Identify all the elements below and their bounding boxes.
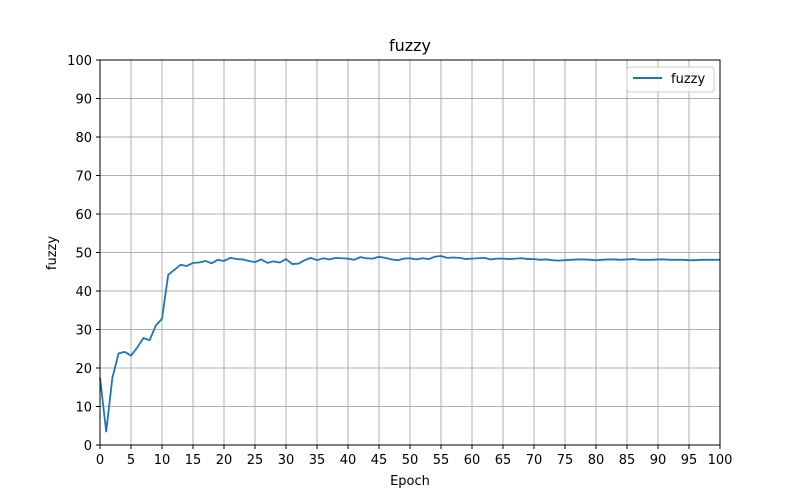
x-tick-label: 85	[619, 453, 636, 468]
x-axis-label: Epoch	[390, 474, 430, 489]
y-tick-label: 20	[75, 362, 92, 377]
y-tick-label: 40	[75, 285, 92, 300]
grid	[99, 59, 721, 446]
x-tick-label: 95	[681, 453, 698, 468]
x-tick-label: 40	[340, 453, 357, 468]
x-tick-label: 20	[216, 453, 233, 468]
legend-label-fuzzy: fuzzy	[671, 72, 705, 87]
y-tick-label: 30	[75, 324, 92, 339]
chart-title: fuzzy	[389, 36, 431, 55]
x-axis: 0 5 10 15 20 25 30 35 40 45 50 55 60 65 70 75 80 85 90 95 10…	[96, 445, 733, 468]
y-axis-label: fuzzy	[45, 236, 60, 270]
series-layer	[99, 255, 720, 433]
x-tick-label: 45	[371, 453, 388, 468]
x-tick-label: 25	[247, 453, 264, 468]
x-tick-label: 5	[127, 453, 135, 468]
x-tick-label: 35	[309, 453, 326, 468]
x-tick-label: 10	[154, 453, 171, 468]
x-tick-label: 80	[588, 453, 605, 468]
y-tick-label: 80	[75, 131, 92, 146]
x-tick-label: 15	[185, 453, 202, 468]
y-tick-label: 10	[75, 401, 92, 416]
x-tick-label: 0	[96, 453, 104, 468]
x-tick-label: 30	[278, 453, 295, 468]
x-tick-label: 75	[557, 453, 574, 468]
series-line-fuzzy	[99, 255, 720, 433]
x-tick-label: 55	[433, 453, 450, 468]
x-tick-label: 100	[708, 453, 733, 468]
y-tick-label: 60	[75, 208, 92, 223]
y-axis: 0 10 20 30 40 50 60 70 80 90 100	[67, 54, 100, 454]
legend-box	[626, 66, 715, 93]
y-tick-label: 90	[75, 93, 92, 108]
x-tick-label: 90	[650, 453, 667, 468]
y-tick-label: 100	[67, 54, 92, 69]
y-tick-label: 50	[75, 247, 92, 262]
x-tick-label: 70	[526, 453, 543, 468]
y-tick-label: 0	[84, 439, 92, 454]
x-tick-label: 60	[464, 453, 481, 468]
x-tick-label: 50	[402, 453, 419, 468]
y-tick-label: 70	[75, 170, 92, 185]
legend: fuzzy	[626, 66, 715, 93]
x-tick-label: 65	[495, 453, 512, 468]
